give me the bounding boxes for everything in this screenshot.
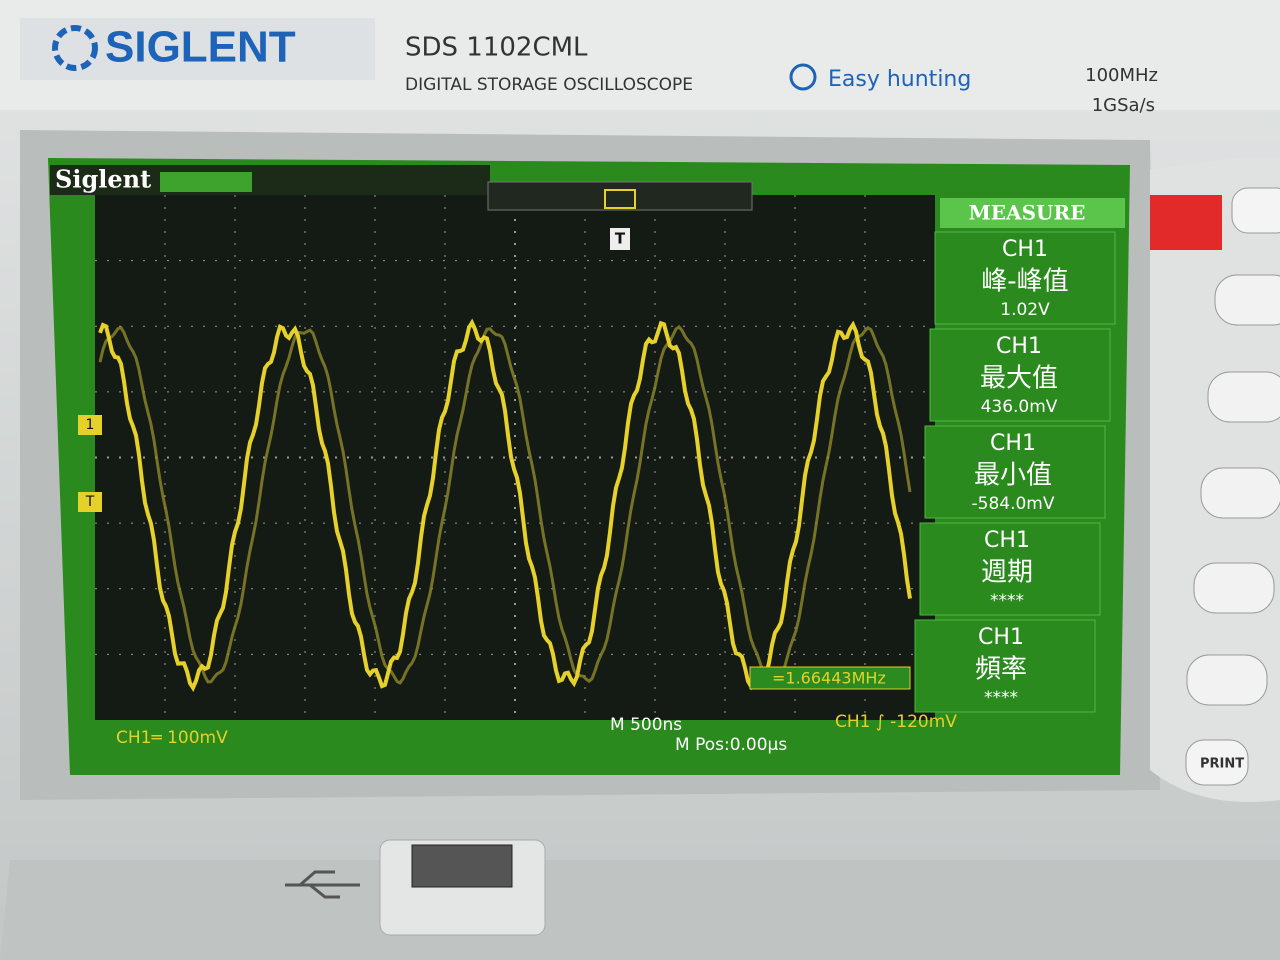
sample-rate: 1GSa/s: [1092, 95, 1155, 116]
measure-value: 1.02V: [1000, 300, 1050, 320]
measure-header: [940, 198, 1125, 228]
channel-flag: [78, 415, 102, 435]
measure-cell: [929, 328, 1111, 422]
measure-button[interactable]: [1231, 187, 1280, 234]
trigger-marker: T: [615, 230, 626, 248]
channel-marker: 1: [86, 417, 95, 433]
measure-name: 峰-峰值: [981, 267, 1068, 297]
measure-value: ****: [990, 591, 1024, 611]
softkey[interactable]: [1186, 654, 1268, 706]
waveform: [98, 318, 912, 693]
measure-cell: [914, 619, 1096, 713]
print-button[interactable]: [1185, 739, 1249, 786]
measure-value: -584.0mV: [972, 494, 1055, 514]
measure-cell: [934, 231, 1116, 325]
position: M Pos:0.00μs: [675, 735, 787, 755]
trigger-level-flag: [78, 492, 102, 512]
measure-channel: CH1: [996, 334, 1042, 359]
bandwidth: 100MHz: [1085, 65, 1158, 86]
feature: Easy hunting: [828, 67, 971, 92]
graticule: [95, 195, 935, 720]
timebase: M 500ns: [610, 715, 682, 735]
memory-window: [604, 189, 636, 209]
model: SDS 1102CML: [405, 33, 588, 63]
usb-icon: [285, 870, 360, 899]
softkey[interactable]: [1200, 467, 1280, 519]
frequency-readout: =1.66443MHz: [772, 669, 886, 688]
measure-channel: CH1: [978, 625, 1024, 650]
measure-title: MEASURE: [969, 201, 1086, 225]
lower-panel: [0, 860, 1280, 960]
screen-logo: Siglent: [55, 165, 151, 194]
measure-cell: [919, 522, 1101, 616]
softkey[interactable]: [1207, 371, 1280, 423]
measure-name: 週期: [981, 558, 1033, 588]
measure-channel: CH1: [990, 431, 1036, 456]
top-bar: [50, 165, 490, 195]
softkey[interactable]: [1193, 562, 1275, 614]
run-status: [160, 172, 252, 192]
memory-bar: [487, 181, 753, 211]
subtitle: DIGITAL STORAGE OSCILLOSCOPE: [405, 75, 693, 95]
ch1-scale: CH1═ 100mV: [116, 728, 228, 748]
frequency-box: [749, 666, 911, 690]
trigger-level-marker: T: [85, 494, 95, 510]
trigger-setting: CH1 ∫ -120mV: [835, 712, 957, 732]
print-label: PRINT: [1200, 757, 1244, 772]
measure-name: 頻率: [975, 655, 1027, 685]
usb-port: [411, 844, 513, 888]
brand-icon: [52, 25, 98, 71]
trigger-flag: [610, 228, 630, 250]
measure-cell: [924, 425, 1106, 519]
measure-channel: CH1: [984, 528, 1030, 553]
measure-name: 最小值: [974, 461, 1052, 491]
red-indicator: [1150, 195, 1222, 250]
measure-channel: CH1: [1002, 237, 1048, 262]
softkey[interactable]: [1214, 274, 1280, 326]
measure-name: 最大值: [980, 364, 1058, 394]
measure-panel: CH1 峰-峰值 1.02V CH1 最大值 436.0mV CH1 最小值 -584.0mV C…: [914, 231, 1116, 713]
measure-value: 436.0mV: [981, 397, 1058, 417]
softkeys: [1186, 274, 1280, 706]
measure-value: ****: [984, 688, 1018, 708]
feature-icon: [789, 63, 817, 91]
brand: SIGLENT: [105, 23, 296, 72]
